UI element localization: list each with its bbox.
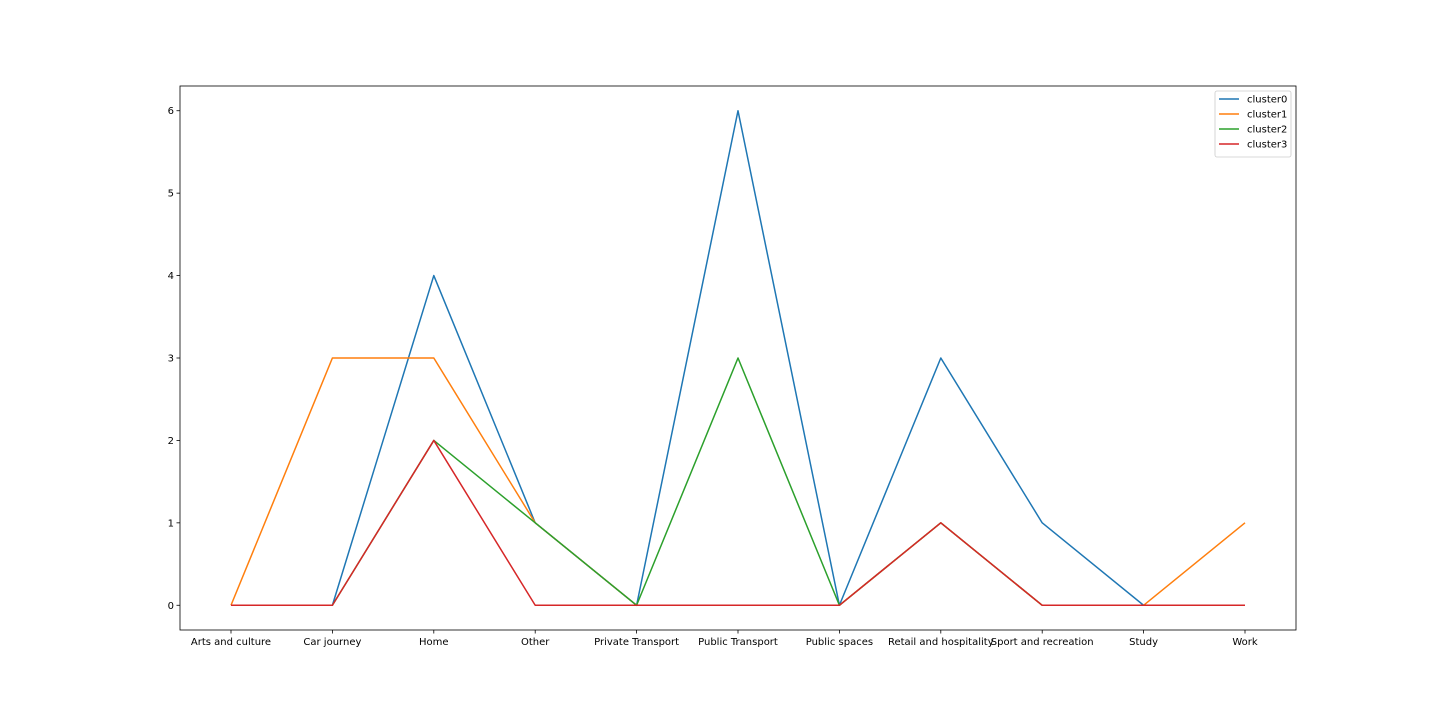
y-tick-label: 6 bbox=[168, 106, 174, 117]
x-tick-label: Study bbox=[1129, 637, 1158, 648]
legend-label-cluster0: cluster0 bbox=[1247, 95, 1287, 106]
legend-box bbox=[1214, 90, 1292, 158]
x-tick-label: Home bbox=[419, 637, 449, 648]
x-tick-label: Public spaces bbox=[806, 637, 873, 648]
series-line-cluster0 bbox=[231, 109, 1245, 607]
y-tick-label: 2 bbox=[168, 436, 174, 447]
x-tick-label: Car journey bbox=[303, 637, 361, 648]
plot-area: Arts and culture Car journey Home Other Priv… bbox=[168, 85, 1297, 648]
legend-label-cluster1: cluster1 bbox=[1247, 110, 1287, 121]
legend-label-cluster2: cluster2 bbox=[1247, 125, 1287, 136]
x-tick-label: Sport and recreation bbox=[991, 637, 1094, 648]
x-tick-label: Work bbox=[1232, 637, 1258, 648]
y-tick-label: 5 bbox=[168, 189, 174, 200]
y-tick-label: 3 bbox=[168, 354, 174, 365]
x-tick-label: Other bbox=[521, 637, 550, 648]
legend-label-cluster3: cluster3 bbox=[1247, 140, 1287, 151]
x-tick-label: Private Transport bbox=[594, 637, 679, 648]
y-tick-label: 0 bbox=[168, 601, 174, 612]
y-tick-label: 4 bbox=[168, 271, 174, 282]
series-line-cluster1 bbox=[230, 357, 1246, 607]
series-line-cluster3 bbox=[231, 439, 1245, 607]
x-tick-label: Retail and hospitality bbox=[888, 637, 994, 648]
series-line-cluster2 bbox=[231, 357, 1245, 607]
x-tick-label: Public Transport bbox=[698, 637, 778, 648]
y-tick-label: 1 bbox=[168, 518, 174, 529]
x-tick-label: Arts and culture bbox=[191, 637, 271, 648]
